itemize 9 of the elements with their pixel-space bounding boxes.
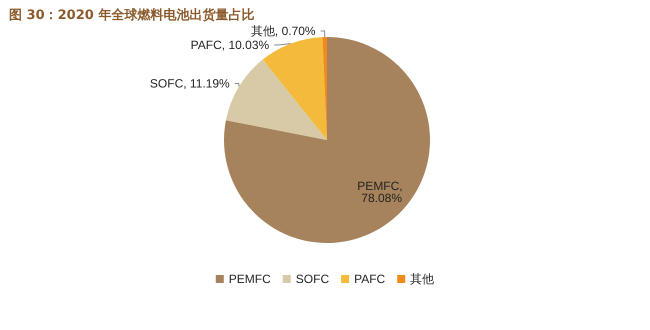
chart-title: 图 30：2020 年全球燃料电池出货量占比 — [9, 7, 254, 23]
data-label: 其他, 0.70% — [250, 24, 316, 38]
legend-label: 其他 — [410, 272, 434, 286]
legend-label: PAFC — [354, 272, 386, 286]
legend-label: SOFC — [296, 272, 330, 286]
legend-label: PEMFC — [228, 272, 272, 286]
data-label: SOFC, 11.19% — [150, 76, 230, 90]
data-label: PEMFC, 78.08% — [357, 179, 406, 206]
data-label: PAFC, 10.03% — [190, 38, 270, 52]
